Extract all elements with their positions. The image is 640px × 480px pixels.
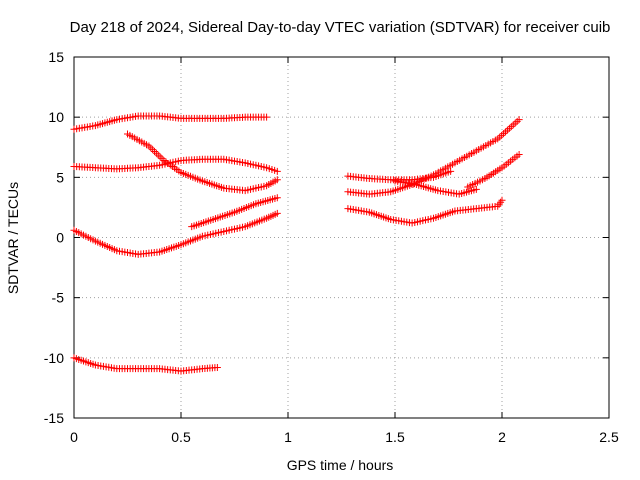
x-tick-label: 1	[284, 429, 292, 445]
data-point	[154, 151, 162, 159]
y-tick-label: -10	[44, 350, 64, 366]
data-point	[213, 363, 221, 371]
axis-ticks: 0 0.5 1 1.5 2 2.5 -15 -10 -5 0 5 10 15	[44, 49, 619, 445]
data-point	[156, 153, 164, 161]
series-arc-4	[188, 194, 281, 231]
x-tick-label: 0.5	[171, 429, 191, 445]
x-tick-label: 2.5	[599, 429, 619, 445]
grid	[74, 57, 609, 418]
data-point	[496, 133, 504, 141]
data-series	[70, 112, 523, 375]
data-point	[513, 117, 521, 125]
data-point	[263, 113, 271, 121]
y-tick-label: 10	[48, 109, 64, 125]
data-point	[273, 176, 281, 184]
series-arc-9	[344, 196, 506, 227]
series-arc-6	[70, 354, 221, 375]
data-point	[511, 119, 519, 127]
data-point	[509, 121, 517, 129]
series-arc-11	[464, 150, 523, 191]
series-arc-3	[124, 130, 281, 195]
data-point	[273, 209, 281, 217]
data-point	[500, 130, 508, 138]
data-point	[472, 185, 480, 193]
x-tick-label: 0	[70, 429, 78, 445]
data-point	[498, 196, 506, 204]
data-point	[507, 123, 515, 131]
data-point	[503, 126, 511, 134]
series-arc-1	[70, 112, 271, 133]
x-axis-label: GPS time / hours	[287, 457, 394, 473]
data-point	[147, 144, 155, 152]
y-axis-label: SDTVAR / TECUs	[5, 182, 21, 294]
y-tick-label: 0	[56, 230, 64, 246]
data-point	[515, 150, 523, 158]
x-tick-label: 2	[498, 429, 506, 445]
data-point	[515, 116, 523, 124]
series-arc-5	[70, 209, 281, 258]
data-point	[505, 124, 513, 132]
y-tick-label: -5	[52, 290, 65, 306]
y-tick-label: 15	[48, 49, 64, 65]
y-tick-label: -15	[44, 410, 64, 426]
data-point	[152, 149, 160, 157]
data-point	[498, 131, 506, 139]
chart-title: Day 218 of 2024, Sidereal Day-to-day VTE…	[70, 19, 611, 36]
data-point	[273, 194, 281, 202]
data-point	[273, 167, 281, 175]
data-point	[149, 146, 157, 154]
series-arc-10	[391, 177, 480, 198]
data-point	[151, 147, 159, 155]
series-arc-2	[70, 155, 281, 175]
series-arc-8	[344, 116, 523, 198]
x-tick-label: 1.5	[385, 429, 405, 445]
data-point	[502, 128, 510, 136]
y-tick-label: 5	[56, 169, 64, 185]
